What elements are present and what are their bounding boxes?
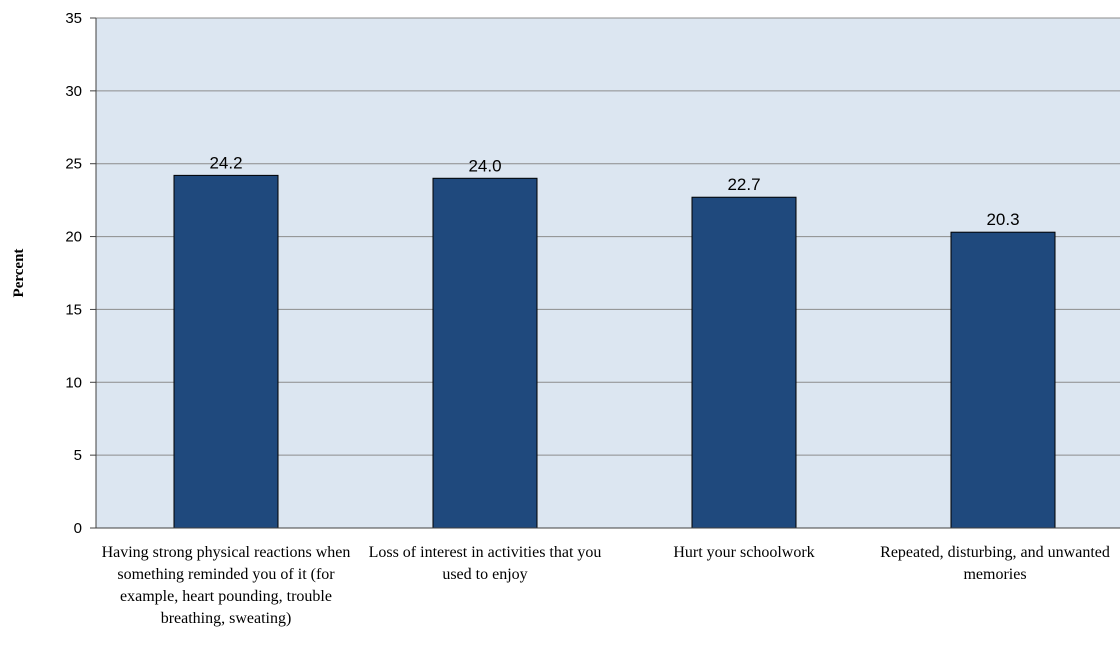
bar xyxy=(691,196,797,529)
bar xyxy=(432,177,538,529)
y-tick-label: 35 xyxy=(65,10,82,27)
data-label: 22.7 xyxy=(727,175,760,194)
data-label: 24.0 xyxy=(468,156,501,175)
y-tick-label: 20 xyxy=(65,229,82,246)
y-tick-label: 30 xyxy=(65,83,82,100)
x-tick-label: Having strong physical reactions when so… xyxy=(101,544,351,627)
bars xyxy=(173,174,1056,529)
y-axis-label: Percent xyxy=(11,249,27,298)
data-labels: 24.2 24.0 22.7 20.3 xyxy=(209,153,1019,229)
y-tick-label: 15 xyxy=(65,301,82,318)
x-tick-label: Repeated, disturbing, and unwanted memor… xyxy=(880,544,1110,583)
y-tick-label: 25 xyxy=(65,156,82,173)
y-tick-label: 5 xyxy=(74,447,82,464)
y-tick-label: 10 xyxy=(65,374,82,391)
y-tick-label: 0 xyxy=(74,520,82,537)
x-tick-label: Hurt your schoolwork xyxy=(673,544,815,561)
bar xyxy=(173,174,279,529)
data-label: 24.2 xyxy=(209,153,242,172)
bar xyxy=(950,231,1056,529)
y-axis-ticks: 0 5 10 15 20 25 30 35 xyxy=(65,10,96,537)
data-label: 20.3 xyxy=(986,210,1019,229)
x-tick-label: Loss of interest in activities that you … xyxy=(368,544,602,583)
